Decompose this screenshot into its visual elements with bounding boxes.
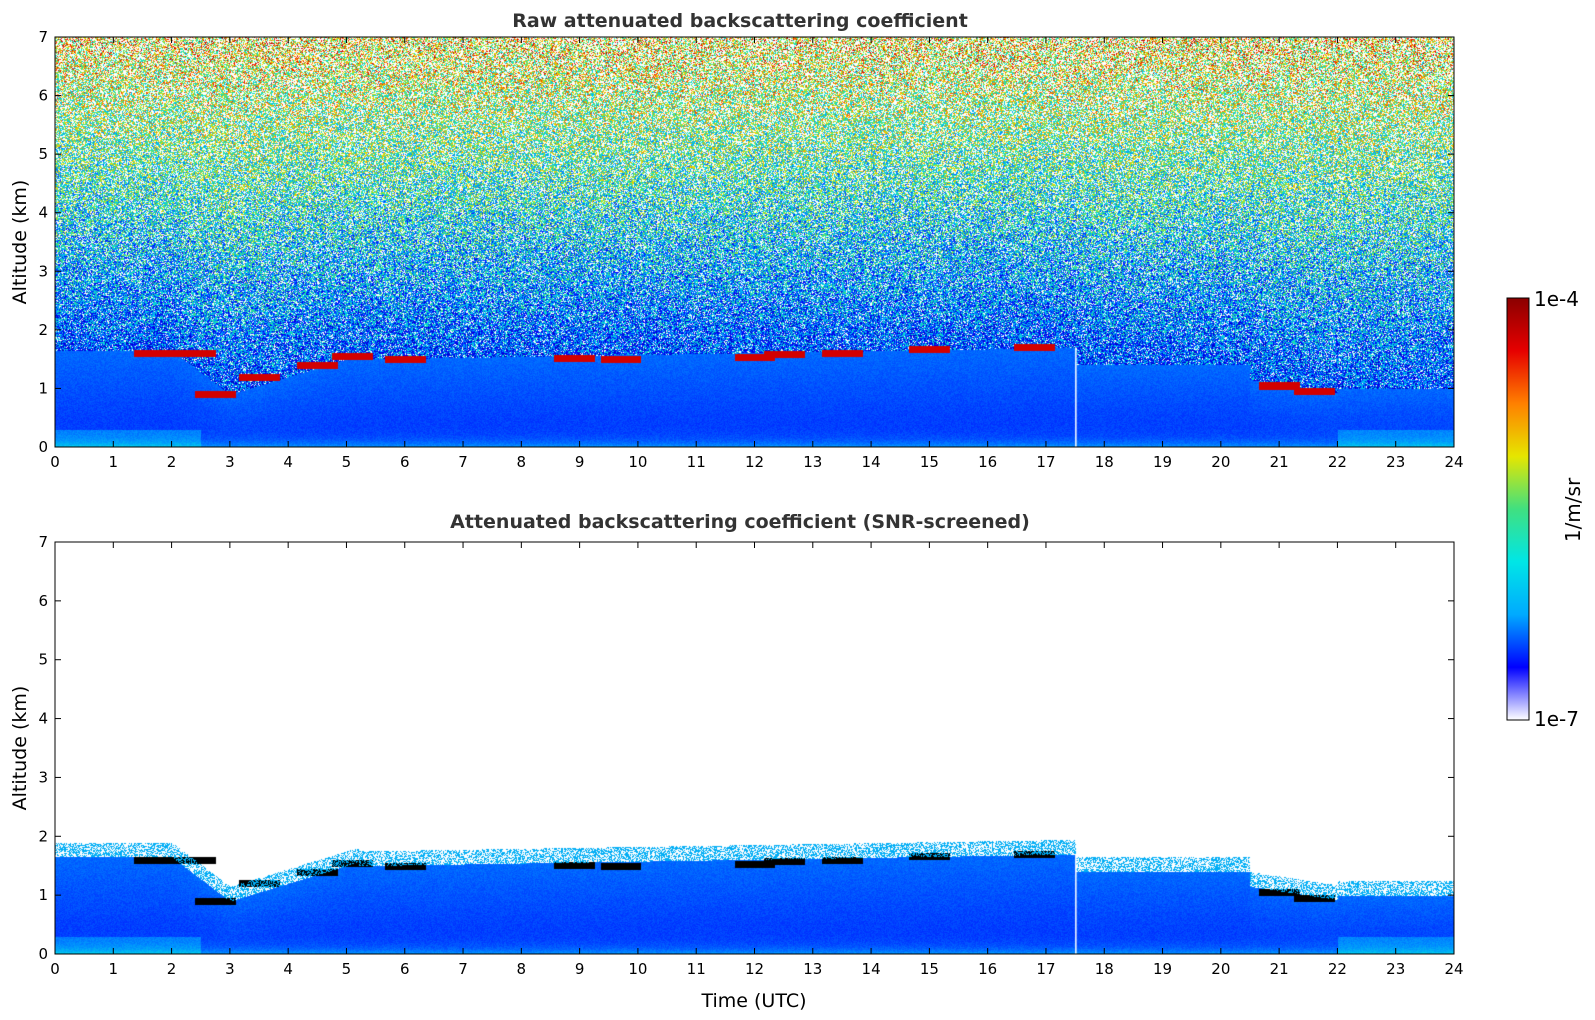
x-tick-label: 15	[920, 453, 939, 471]
x-tick-label: 15	[920, 960, 939, 978]
x-tick-label: 0	[50, 453, 60, 471]
x-tick-label: 16	[978, 453, 997, 471]
panel-screened: Attenuated backscattering coefficient (S…	[9, 511, 1464, 1012]
y-tick-label: 0	[38, 945, 48, 963]
x-tick-label: 23	[1386, 453, 1405, 471]
x-tick-label: 8	[517, 960, 527, 978]
x-tick-label: 21	[1270, 453, 1289, 471]
x-tick-label: 9	[575, 960, 585, 978]
x-tick-label: 5	[342, 453, 352, 471]
x-tick-label: 4	[283, 960, 293, 978]
x-tick-label: 20	[1211, 453, 1230, 471]
y-tick-label: 7	[38, 28, 48, 46]
panel-raw-axes: 0 1 2 3 4 5 6 7 8 9 10 11 12 13 14 15 16 17 18 19 20 21 22 23 24…	[38, 28, 1463, 471]
x-tick-label: 2	[167, 960, 177, 978]
x-tick-label: 7	[458, 453, 468, 471]
x-tick-label: 9	[575, 453, 585, 471]
panel-raw-ylabel: Altitude (km)	[9, 180, 31, 305]
x-tick-label: 16	[978, 960, 997, 978]
x-tick-label: 11	[687, 960, 706, 978]
x-tick-label: 2	[167, 453, 177, 471]
x-tick-label: 22	[1328, 453, 1347, 471]
panel-raw-heatmap	[55, 37, 1454, 447]
x-tick-label: 12	[745, 960, 764, 978]
x-tick-label: 1	[109, 453, 119, 471]
x-tick-label: 6	[400, 453, 410, 471]
x-tick-label: 14	[862, 960, 881, 978]
y-tick-label: 6	[38, 87, 48, 105]
y-tick-label: 6	[38, 592, 48, 610]
x-tick-label: 4	[283, 453, 293, 471]
panel-screened-title: Attenuated backscattering coefficient (S…	[450, 511, 1030, 533]
panel-raw: Raw attenuated backscattering coefficien…	[9, 10, 1464, 471]
panel-screened-ylabel: Altitude (km)	[9, 686, 31, 811]
x-tick-label: 24	[1444, 453, 1463, 471]
colorbar-min-label: 1e-7	[1534, 707, 1579, 731]
panel-screened-xlabel: Time (UTC)	[700, 990, 806, 1012]
x-tick-label: 17	[1036, 453, 1055, 471]
x-tick-label: 14	[862, 453, 881, 471]
x-tick-label: 13	[803, 960, 822, 978]
panel-screened-heatmap	[55, 542, 1454, 954]
panel-screened-axes: 0 1 2 3 4 5 6 7 8 9 10 11 12 13 14 15 16 17 18 19 20 21 22 23 24…	[38, 533, 1463, 978]
colorbar-max-label: 1e-4	[1534, 287, 1579, 311]
y-tick-label: 4	[38, 710, 48, 728]
x-tick-label: 3	[225, 960, 235, 978]
panel-raw-title: Raw attenuated backscattering coefficien…	[512, 10, 968, 32]
y-tick-label: 0	[38, 438, 48, 456]
x-tick-label: 20	[1211, 960, 1230, 978]
x-tick-label: 18	[1095, 453, 1114, 471]
x-tick-label: 8	[517, 453, 527, 471]
x-tick-label: 23	[1386, 960, 1405, 978]
x-tick-label: 11	[687, 453, 706, 471]
colorbar: 1e-4 1e-7 1/m/sr	[1506, 287, 1585, 731]
x-tick-label: 21	[1270, 960, 1289, 978]
x-tick-label: 17	[1036, 960, 1055, 978]
x-tick-label: 7	[458, 960, 468, 978]
y-tick-label: 7	[38, 533, 48, 551]
x-tick-label: 6	[400, 960, 410, 978]
colorbar-scale	[1506, 297, 1530, 721]
y-tick-label: 2	[38, 827, 48, 845]
x-tick-label: 0	[50, 960, 60, 978]
x-tick-label: 10	[628, 960, 647, 978]
x-tick-label: 24	[1444, 960, 1463, 978]
x-tick-label: 13	[803, 453, 822, 471]
x-tick-label: 5	[342, 960, 352, 978]
x-tick-label: 1	[109, 960, 119, 978]
colorbar-unit-label: 1/m/sr	[1561, 477, 1585, 542]
x-tick-label: 19	[1153, 960, 1172, 978]
y-tick-label: 3	[38, 262, 48, 280]
y-tick-label: 3	[38, 768, 48, 786]
y-tick-label: 2	[38, 321, 48, 339]
x-tick-label: 12	[745, 453, 764, 471]
x-tick-label: 18	[1095, 960, 1114, 978]
y-tick-label: 5	[38, 145, 48, 163]
y-tick-label: 5	[38, 651, 48, 669]
y-tick-label: 4	[38, 204, 48, 222]
x-tick-label: 19	[1153, 453, 1172, 471]
x-tick-label: 22	[1328, 960, 1347, 978]
x-tick-label: 10	[628, 453, 647, 471]
x-tick-label: 3	[225, 453, 235, 471]
y-tick-label: 1	[38, 886, 48, 904]
y-tick-label: 1	[38, 379, 48, 397]
